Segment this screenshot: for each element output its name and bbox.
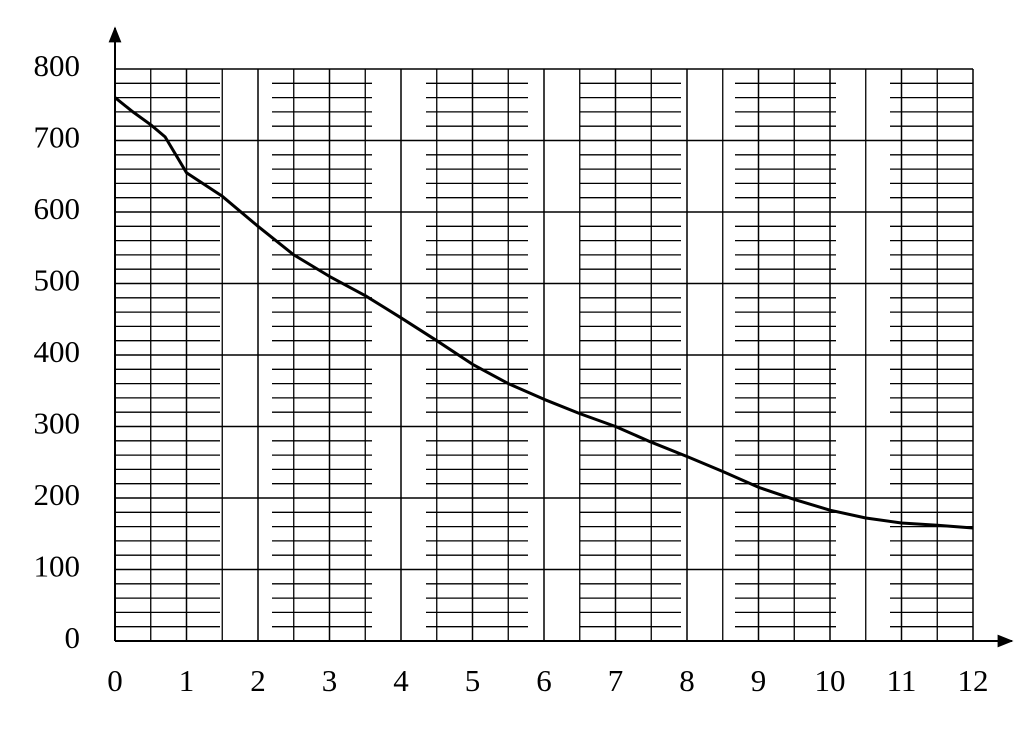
x-tick-label: 12 <box>958 663 989 698</box>
x-tick-label: 3 <box>322 663 338 698</box>
x-tick-label: 9 <box>751 663 767 698</box>
y-tick-label: 300 <box>34 406 81 441</box>
x-tick-label: 10 <box>815 663 846 698</box>
y-tick-label: 600 <box>34 191 81 226</box>
data-line <box>114 96 974 530</box>
y-tick-label: 800 <box>34 48 81 83</box>
x-tick-label: 4 <box>393 663 409 698</box>
x-tick-label: 1 <box>179 663 195 698</box>
x-tick-label: 7 <box>608 663 624 698</box>
x-tick-label: 5 <box>465 663 481 698</box>
y-tick-label: 400 <box>34 334 81 369</box>
y-tick-label: 100 <box>34 549 81 584</box>
x-tick-label: 11 <box>887 663 917 698</box>
y-tick-label: 700 <box>34 120 81 155</box>
y-tick-label: 500 <box>34 263 81 298</box>
y-tick-label: 0 <box>65 620 81 655</box>
x-tick-label: 6 <box>536 663 552 698</box>
x-tick-label: 2 <box>250 663 266 698</box>
x-tick-label: 0 <box>107 663 123 698</box>
y-tick-label: 200 <box>34 477 81 512</box>
x-tick-label: 8 <box>679 663 695 698</box>
